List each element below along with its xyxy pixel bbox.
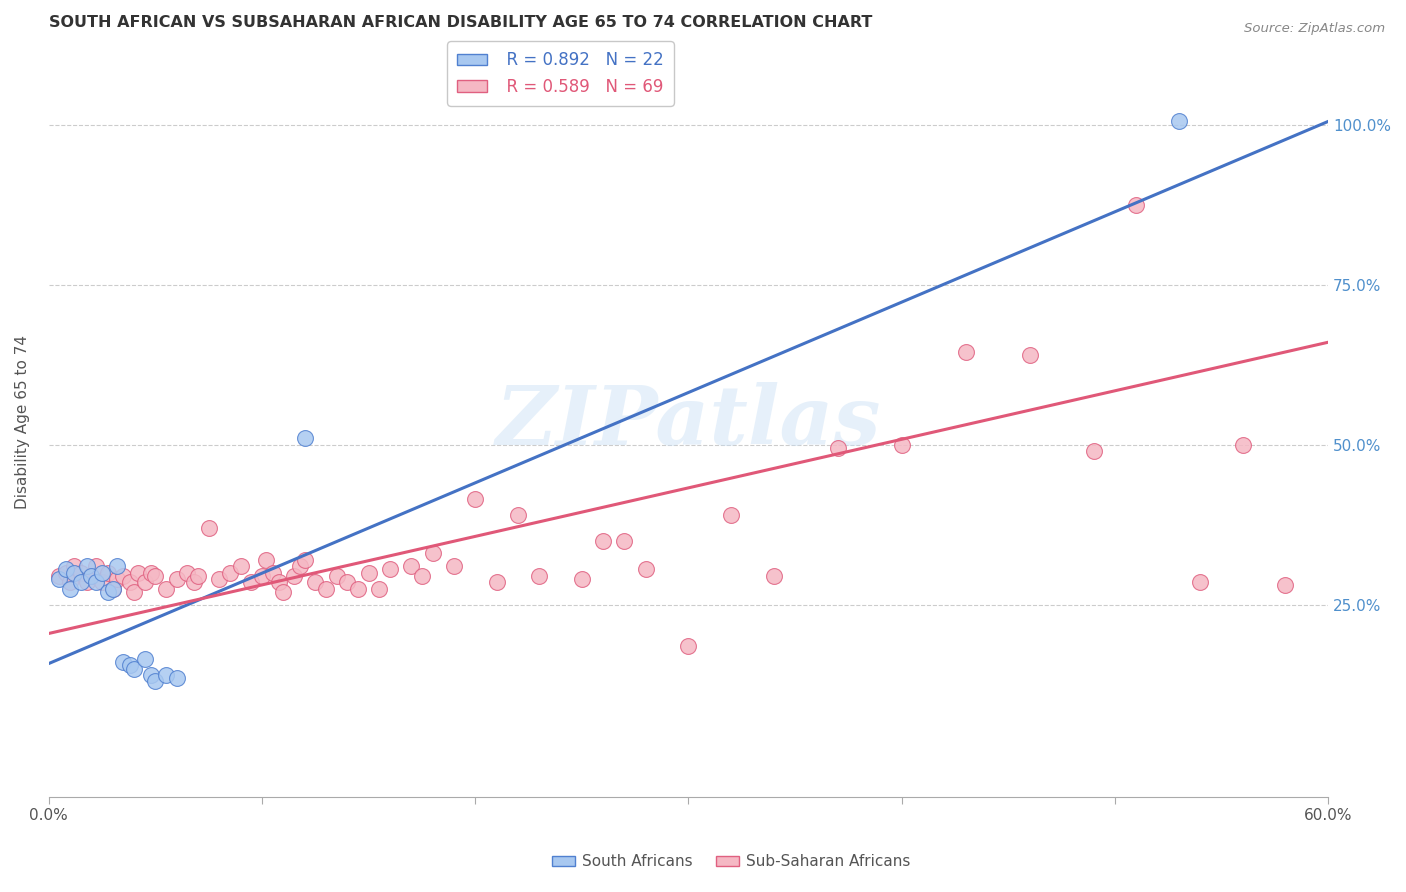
Point <box>63 566 86 580</box>
Point <box>84 559 107 574</box>
Point <box>183 575 205 590</box>
Point <box>613 533 636 548</box>
Point <box>422 546 444 560</box>
Point <box>1274 578 1296 592</box>
Point <box>378 562 401 576</box>
Point <box>69 566 91 580</box>
Point <box>118 575 141 590</box>
Point <box>571 572 593 586</box>
Point <box>91 575 114 590</box>
Point <box>827 441 849 455</box>
Point <box>290 559 312 574</box>
Point <box>91 566 114 580</box>
Point <box>634 562 657 576</box>
Point <box>97 585 120 599</box>
Point <box>262 566 284 580</box>
Point <box>271 585 294 599</box>
Point <box>101 582 124 596</box>
Point <box>122 585 145 599</box>
Point <box>112 569 135 583</box>
Point <box>127 566 149 580</box>
Point <box>112 655 135 669</box>
Point <box>1125 197 1147 211</box>
Point <box>118 658 141 673</box>
Point <box>176 566 198 580</box>
Point <box>48 572 70 586</box>
Point <box>59 582 82 596</box>
Point <box>294 431 316 445</box>
Point <box>55 562 77 576</box>
Point <box>134 652 156 666</box>
Point <box>55 566 77 580</box>
Y-axis label: Disability Age 65 to 74: Disability Age 65 to 74 <box>15 335 30 509</box>
Point <box>101 582 124 596</box>
Point <box>155 668 177 682</box>
Point <box>69 575 91 590</box>
Point <box>80 569 103 583</box>
Point <box>411 569 433 583</box>
Point <box>63 559 86 574</box>
Point <box>368 582 391 596</box>
Point <box>267 575 290 590</box>
Point <box>1189 575 1212 590</box>
Point <box>134 575 156 590</box>
Point <box>48 569 70 583</box>
Point <box>97 566 120 580</box>
Point <box>315 582 337 596</box>
Point <box>219 566 242 580</box>
Point <box>59 575 82 590</box>
Point <box>208 572 231 586</box>
Point <box>399 559 422 574</box>
Point <box>139 566 162 580</box>
Point <box>240 575 263 590</box>
Point <box>1232 437 1254 451</box>
Point <box>1167 114 1189 128</box>
Point <box>105 572 128 586</box>
Point <box>506 508 529 522</box>
Point <box>254 553 277 567</box>
Point <box>105 559 128 574</box>
Point <box>250 569 273 583</box>
Point <box>139 668 162 682</box>
Point <box>187 569 209 583</box>
Point <box>80 569 103 583</box>
Point <box>1018 348 1040 362</box>
Point <box>485 575 508 590</box>
Point <box>283 569 305 583</box>
Point <box>304 575 326 590</box>
Point <box>229 559 252 574</box>
Point <box>294 553 316 567</box>
Point <box>955 344 977 359</box>
Point <box>678 640 700 654</box>
Point <box>762 569 785 583</box>
Point <box>890 437 912 451</box>
Point <box>592 533 614 548</box>
Point <box>122 662 145 676</box>
Point <box>76 559 98 574</box>
Point <box>155 582 177 596</box>
Point <box>145 674 167 689</box>
Text: Source: ZipAtlas.com: Source: ZipAtlas.com <box>1244 22 1385 36</box>
Legend: South Africans, Sub-Saharan Africans: South Africans, Sub-Saharan Africans <box>546 848 917 875</box>
Point <box>84 575 107 590</box>
Text: SOUTH AFRICAN VS SUBSAHARAN AFRICAN DISABILITY AGE 65 TO 74 CORRELATION CHART: SOUTH AFRICAN VS SUBSAHARAN AFRICAN DISA… <box>49 15 872 30</box>
Point <box>464 491 486 506</box>
Point <box>166 572 188 586</box>
Point <box>357 566 380 580</box>
Point <box>336 575 359 590</box>
Point <box>1083 444 1105 458</box>
Point <box>527 569 550 583</box>
Point <box>145 569 167 583</box>
Point <box>325 569 347 583</box>
Point <box>197 521 219 535</box>
Point <box>720 508 742 522</box>
Point <box>443 559 465 574</box>
Legend:   R = 0.892   N = 22,   R = 0.589   N = 69: R = 0.892 N = 22, R = 0.589 N = 69 <box>447 41 673 105</box>
Point <box>76 575 98 590</box>
Point <box>166 671 188 685</box>
Point <box>347 582 370 596</box>
Text: ZIPatlas: ZIPatlas <box>496 383 882 462</box>
